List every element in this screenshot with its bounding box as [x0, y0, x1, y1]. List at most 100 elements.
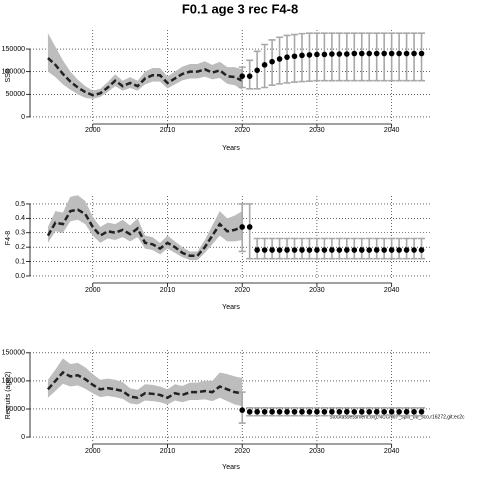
forecast-point	[284, 247, 290, 253]
forecast-point	[276, 408, 283, 415]
x-tick-label: 2000	[85, 287, 101, 294]
forecast-point	[269, 58, 275, 65]
confidence-band	[47, 195, 243, 261]
forecast-point	[373, 50, 380, 57]
y-tick-label: 0.2	[15, 244, 25, 251]
error-bar	[395, 32, 403, 82]
forecast-point	[269, 247, 275, 253]
y-tick-label: 50000	[6, 91, 26, 98]
x-tick-label: 2010	[160, 448, 176, 455]
forecast-point	[329, 51, 335, 57]
forecast-point	[246, 224, 253, 230]
forecast-point	[254, 247, 260, 253]
x-tick-label: 2020	[234, 448, 250, 455]
error-bar	[388, 32, 396, 82]
forecast-point	[418, 408, 425, 415]
forecast-point	[351, 247, 358, 253]
error-bar	[380, 32, 388, 82]
forecast-point	[411, 50, 417, 57]
error-bar	[410, 32, 418, 82]
forecast-point	[403, 408, 410, 415]
forecast-point	[299, 52, 305, 59]
forecast-point	[344, 247, 350, 253]
x-tick-label: 2040	[384, 287, 400, 294]
forecast-point	[396, 408, 402, 415]
forecast-point	[261, 247, 268, 253]
forecast-point	[299, 408, 305, 415]
x-axis-label: Years	[222, 464, 240, 471]
forecast-point	[321, 408, 328, 415]
forecast-point	[366, 50, 373, 57]
forecast-point	[276, 56, 283, 62]
y-tick-label: 50000	[6, 406, 26, 413]
forecast-point	[291, 53, 298, 60]
x-axis-label: Years	[222, 304, 240, 311]
x-axis-label: Years	[222, 145, 240, 152]
forecast-point	[396, 247, 402, 253]
forecast-point	[396, 50, 402, 57]
error-bar	[328, 32, 336, 82]
annotation: stockassessment.org,NCCN67_split_bb_sco,…	[330, 415, 465, 421]
error-bar	[373, 32, 381, 82]
forecast-point	[351, 408, 358, 415]
forecast-point	[358, 50, 365, 57]
error-bar	[343, 32, 351, 82]
forecast-point	[358, 408, 365, 415]
forecast-point	[403, 247, 410, 253]
y-tick-label: 0	[21, 434, 25, 441]
forecast-point	[411, 247, 417, 253]
forecast-point	[299, 247, 305, 253]
forecast-point	[269, 408, 275, 415]
forecast-point	[344, 408, 350, 415]
x-tick-label: 2020	[234, 127, 250, 134]
y-tick-label: 0.1	[15, 258, 25, 265]
estimate-line	[46, 370, 243, 400]
x-tick-label: 2010	[160, 287, 176, 294]
forecast-point	[314, 51, 320, 58]
forecast-point	[276, 247, 283, 253]
y-axis-label: Recruits (age2)	[5, 372, 12, 420]
x-tick-label: 2040	[384, 127, 400, 134]
y-tick-label: 150000	[2, 46, 25, 53]
forecast-point	[381, 50, 387, 57]
error-bar	[246, 203, 254, 260]
x-tick-label: 2030	[309, 448, 325, 455]
x-tick-label: 2010	[160, 127, 176, 134]
error-bar	[403, 32, 411, 82]
forecast-point	[403, 50, 410, 57]
figure-title: F0.1 age 3 rec F4-8	[182, 1, 298, 16]
forecast-point	[239, 407, 246, 413]
x-tick-label: 2030	[309, 127, 325, 134]
forecast-point	[388, 50, 395, 57]
forecast-point	[388, 408, 395, 415]
forecast-point	[261, 408, 268, 415]
y-tick-label: 100000	[2, 68, 25, 75]
forecast-point	[314, 247, 320, 253]
forecast-point	[306, 408, 313, 415]
y-axis-label: SSB	[5, 68, 12, 82]
error-bar	[350, 32, 358, 82]
forecast-point	[329, 408, 335, 415]
forecast-point	[358, 247, 365, 253]
forecast-point	[329, 247, 335, 253]
confidence-band	[47, 358, 243, 407]
forecast-point	[388, 247, 395, 253]
forecast-point	[366, 408, 373, 415]
forecast-point	[373, 408, 380, 415]
forecast-point	[344, 51, 350, 57]
y-tick-label: 0.5	[15, 201, 25, 208]
forecast-point	[366, 247, 373, 253]
forecast-point	[306, 52, 313, 58]
forecast-point	[381, 247, 387, 253]
x-tick-label: 2040	[384, 448, 400, 455]
forecast-point	[336, 247, 343, 253]
forecast-point	[336, 408, 343, 415]
forecast-point	[254, 408, 260, 415]
forecast-point	[284, 408, 290, 415]
y-tick-label: 100000	[2, 378, 25, 385]
forecast-point	[411, 408, 417, 415]
estimate-line	[46, 208, 243, 258]
error-bar	[418, 32, 426, 82]
x-tick-label: 2030	[309, 287, 325, 294]
